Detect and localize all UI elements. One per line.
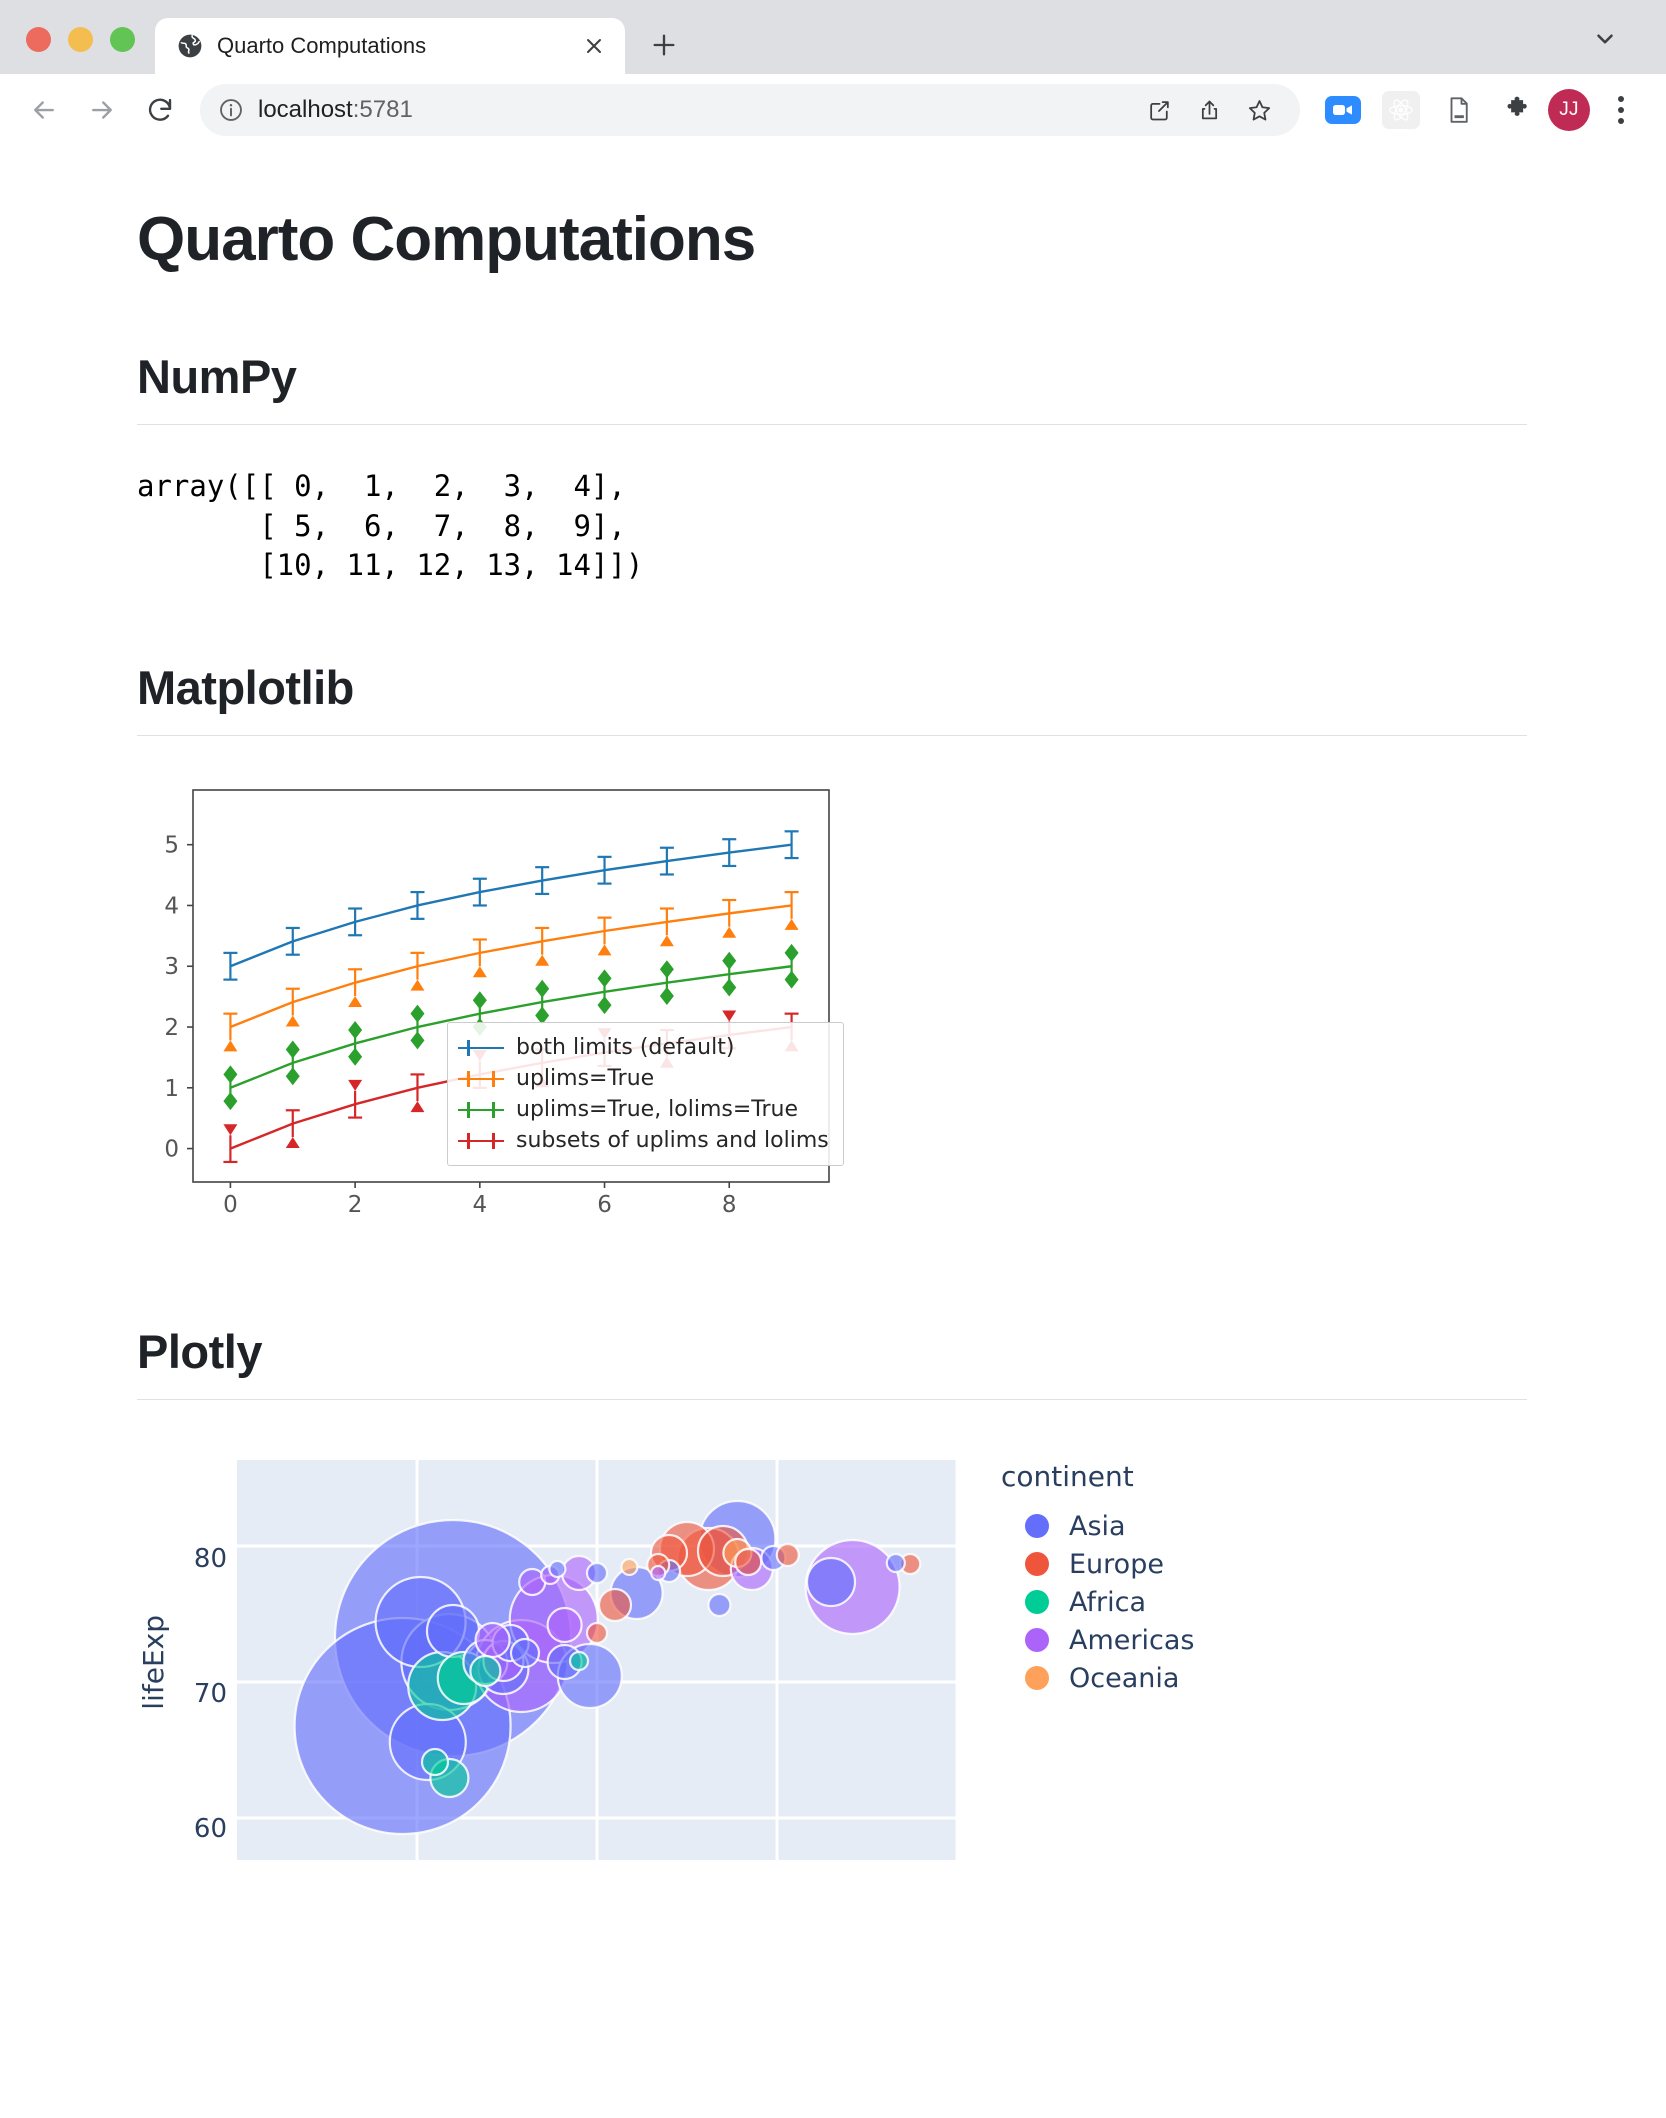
legend-item-label: Africa	[1069, 1586, 1147, 1618]
legend-item: uplims=True, lolims=True	[458, 1094, 829, 1125]
y-tick-80: 80	[193, 1544, 227, 1575]
legend-item[interactable]: Asia	[1025, 1507, 1194, 1545]
svg-text:0: 0	[164, 1137, 179, 1163]
legend-item: both limits (default)	[458, 1032, 829, 1063]
svg-text:4: 4	[164, 894, 179, 920]
svg-text:1: 1	[164, 1076, 179, 1102]
numpy-output-block: array([[ 0, 1, 2, 3, 4], [ 5, 6, 7, 8, 9…	[137, 469, 644, 583]
legend-item[interactable]: Americas	[1025, 1621, 1194, 1659]
new-tab-button[interactable]	[647, 28, 681, 62]
address-bar[interactable]: localhost:5781	[200, 84, 1300, 136]
legend-color-swatch	[458, 1131, 504, 1151]
svg-text:0: 0	[223, 1192, 238, 1218]
legend-item: uplims=True	[458, 1063, 829, 1094]
extension-icons	[1320, 87, 1540, 133]
y-tick-60: 60	[193, 1814, 227, 1845]
svg-text:8: 8	[722, 1192, 737, 1218]
tab-strip: Quarto Computations	[0, 0, 1666, 74]
extensions-puzzle-icon[interactable]	[1494, 87, 1540, 133]
open-in-new-icon[interactable]	[1136, 87, 1182, 133]
page-content: Quarto Computations NumPy array([[ 0, 1,…	[0, 204, 1666, 1865]
gapminder-bubble-chart	[237, 1460, 959, 1861]
page-title: Quarto Computations	[137, 205, 756, 274]
zoom-extension-icon[interactable]	[1320, 87, 1366, 133]
legend-item-label: uplims=True, lolims=True	[516, 1097, 799, 1123]
svg-text:2: 2	[164, 1015, 179, 1041]
reload-button[interactable]	[134, 84, 186, 136]
legend-color-swatch	[458, 1069, 504, 1089]
close-window-button[interactable]	[26, 27, 51, 52]
window-controls	[0, 27, 155, 74]
heading-divider	[137, 424, 1527, 425]
kebab-menu-icon[interactable]	[1598, 87, 1644, 133]
legend-item-label: subsets of uplims and lolims	[516, 1128, 829, 1154]
close-tab-button[interactable]	[577, 29, 611, 63]
legend-color-swatch	[1025, 1666, 1049, 1691]
section-heading-matplotlib: Matplotlib	[137, 661, 354, 715]
legend-color-swatch	[458, 1100, 504, 1120]
reader-document-icon[interactable]	[1436, 87, 1482, 133]
plotly-legend: continent Asia Europe Africa Americas Oceani…	[957, 1460, 1194, 1865]
react-devtools-icon[interactable]	[1378, 87, 1424, 133]
avatar[interactable]: JJ	[1546, 87, 1592, 133]
url-port: :5781	[352, 96, 413, 123]
y-tick-70: 70	[193, 1679, 227, 1710]
url-text: localhost:5781	[258, 96, 413, 124]
forward-button[interactable]	[76, 84, 128, 136]
share-icon[interactable]	[1186, 87, 1232, 133]
legend-item-label: Asia	[1069, 1510, 1126, 1542]
omnibox-actions	[1136, 87, 1282, 133]
legend-title: continent	[1001, 1460, 1134, 1494]
svg-text:6: 6	[597, 1192, 612, 1218]
legend-color-swatch	[1025, 1552, 1049, 1577]
legend-item-label: both limits (default)	[516, 1035, 735, 1061]
minimize-window-button[interactable]	[68, 27, 93, 52]
heading-divider	[137, 735, 1527, 737]
globe-icon	[177, 33, 203, 59]
browser-toolbar: localhost:5781	[0, 74, 1666, 146]
svg-text:4: 4	[473, 1192, 488, 1218]
section-heading-numpy: NumPy	[137, 350, 297, 403]
section-heading-plotly: Plotly	[137, 1325, 262, 1379]
svg-text:3: 3	[164, 954, 179, 980]
legend-item: subsets of uplims and lolims	[458, 1125, 829, 1156]
svg-text:2: 2	[348, 1192, 363, 1218]
chevron-down-icon[interactable]	[1590, 24, 1620, 54]
legend-item[interactable]: Europe	[1025, 1545, 1194, 1583]
legend-item-label: Oceania	[1069, 1662, 1180, 1694]
info-circle-icon[interactable]	[218, 97, 244, 123]
legend-item[interactable]: Africa	[1025, 1583, 1194, 1621]
legend-color-swatch	[1025, 1590, 1049, 1615]
chart-legend: both limits (default) uplims=True uplims=T…	[447, 1022, 844, 1167]
bookmark-star-icon[interactable]	[1236, 87, 1282, 133]
plotly-figure: lifeExp 80 70 60 continent Asia Europe Afr…	[137, 1460, 1666, 1865]
y-axis-title: lifeExp	[137, 1615, 170, 1710]
legend-item-label: Europe	[1069, 1548, 1164, 1580]
heading-divider	[137, 1399, 1527, 1401]
matplotlib-figure: 0 2 4 6 8 0 1 2 3 4 5 both limits (default) uplims=…	[137, 782, 1666, 1250]
svg-text:5: 5	[164, 833, 179, 859]
legend-color-swatch	[458, 1038, 504, 1058]
tab-title: Quarto Computations	[217, 33, 427, 58]
url-host: localhost	[258, 96, 353, 123]
maximize-window-button[interactable]	[110, 27, 135, 52]
legend-item-label: uplims=True	[516, 1066, 655, 1092]
page-viewport: Quarto Computations NumPy array([[ 0, 1,…	[0, 146, 1666, 2118]
legend-color-swatch	[1025, 1628, 1049, 1653]
back-button[interactable]	[18, 84, 70, 136]
legend-item[interactable]: Oceania	[1025, 1659, 1194, 1697]
legend-color-swatch	[1025, 1514, 1049, 1539]
legend-item-label: Americas	[1069, 1624, 1195, 1656]
browser-tab[interactable]: Quarto Computations	[155, 18, 625, 74]
errorbar-limits-chart: 0 2 4 6 8 0 1 2 3 4 5	[164, 789, 830, 1218]
avatar-initials: JJ	[1548, 89, 1590, 131]
